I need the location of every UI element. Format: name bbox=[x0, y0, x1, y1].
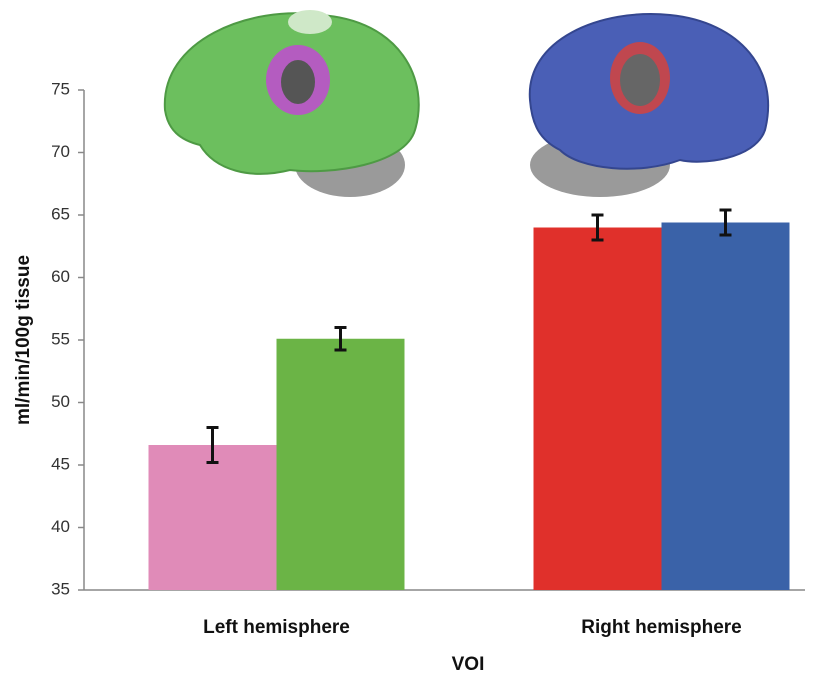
y-tick-label: 35 bbox=[51, 579, 70, 598]
bar bbox=[276, 338, 405, 590]
y-tick-label: 40 bbox=[51, 517, 70, 536]
error-bar bbox=[719, 208, 732, 237]
error-bar bbox=[591, 213, 604, 242]
y-tick-label: 60 bbox=[51, 267, 70, 286]
x-axis-label: VOI bbox=[452, 654, 485, 675]
y-tick-label: 45 bbox=[51, 454, 70, 473]
y-tick-label: 55 bbox=[51, 329, 70, 348]
y-tick-label: 70 bbox=[51, 142, 70, 161]
bar bbox=[533, 227, 662, 590]
brain-right-illustration bbox=[528, 13, 770, 197]
bar bbox=[148, 445, 277, 590]
y-tick-label: 75 bbox=[51, 79, 70, 98]
x-tick-label: Left hemisphere bbox=[203, 617, 350, 638]
error-bar bbox=[334, 326, 347, 352]
y-tick-label: 65 bbox=[51, 204, 70, 223]
y-tick-label: 50 bbox=[51, 392, 70, 411]
x-tick-label: Right hemisphere bbox=[581, 617, 741, 638]
brain-left-illustration bbox=[163, 10, 420, 197]
y-axis-label: ml/min/100g tissue bbox=[13, 255, 34, 425]
error-bar bbox=[206, 426, 219, 464]
bar bbox=[661, 222, 790, 590]
